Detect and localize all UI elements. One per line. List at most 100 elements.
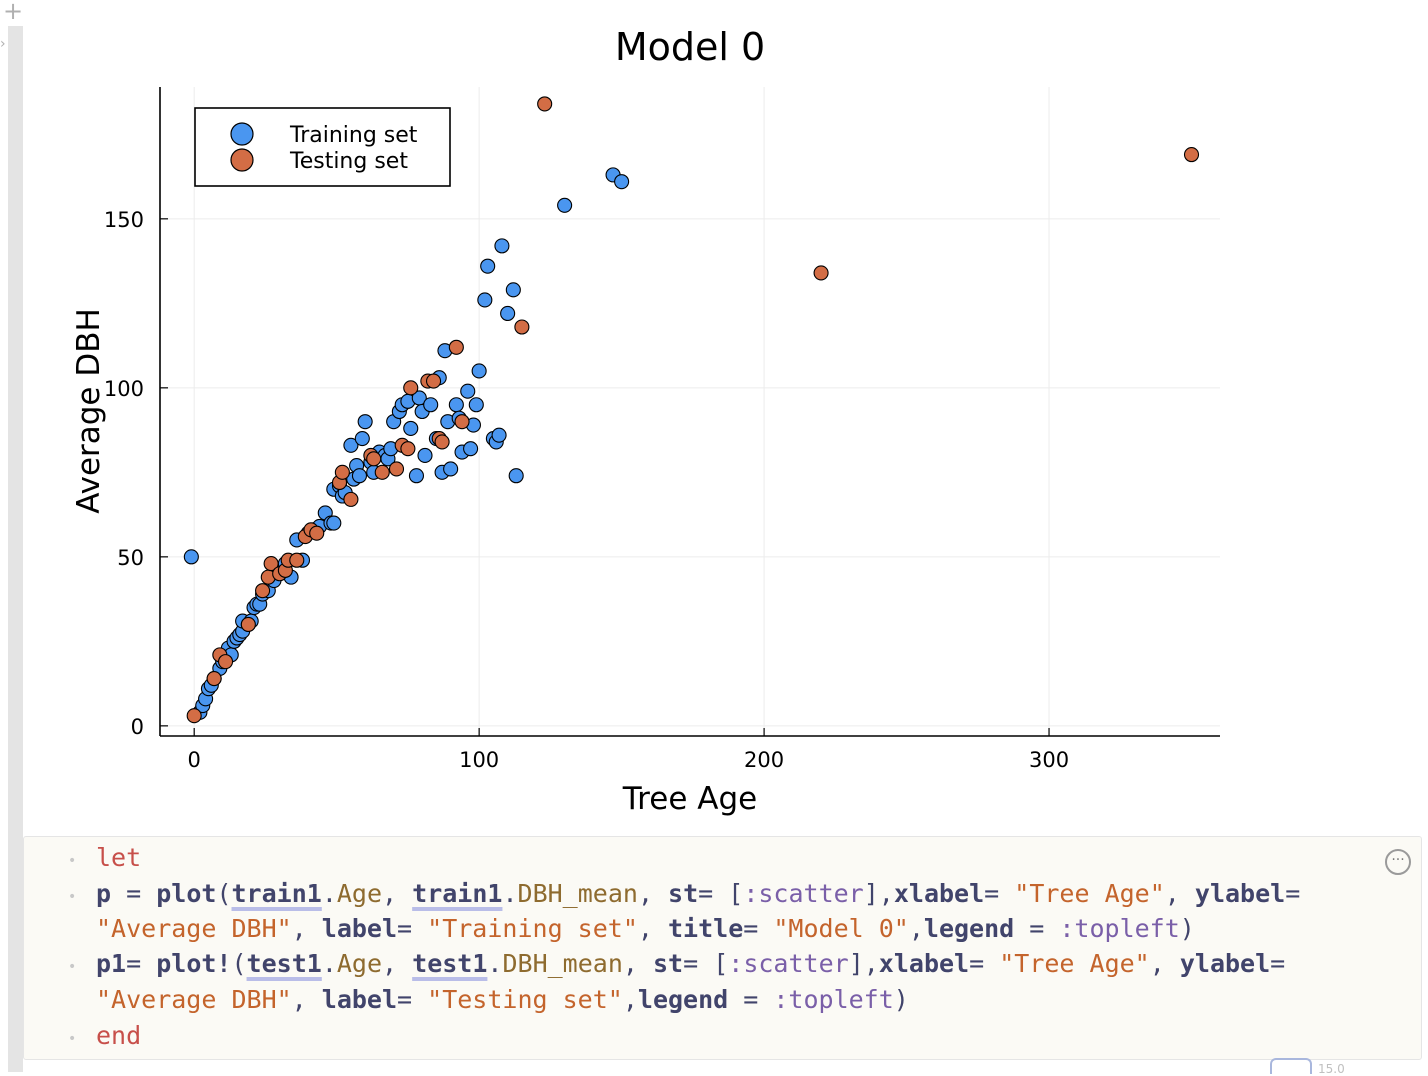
testing-point <box>514 319 530 335</box>
code-token: "Average DBH" <box>96 914 292 943</box>
testing-point <box>813 265 829 281</box>
code-token: train1 <box>412 879 503 908</box>
code-token: = <box>984 879 1015 908</box>
x-tick-label: 200 <box>744 748 784 772</box>
scatter-chart: 0 100 200 300 0 50 100 150 Model 0 Tree Age Averag… <box>71 25 1220 817</box>
testing-point <box>1183 147 1200 163</box>
add-cell-icon[interactable]: + <box>2 0 24 25</box>
code-token: legend <box>923 914 1015 943</box>
code-token: ( <box>216 879 232 908</box>
code-token: , <box>291 985 322 1014</box>
code-token: = <box>728 985 774 1014</box>
code-token: "Testing set" <box>427 985 623 1014</box>
code-token: = <box>1014 914 1060 943</box>
testing-point <box>186 708 202 724</box>
training-point <box>508 468 524 484</box>
code-cell[interactable]: let • p = plot(train1.Age, train1.DBH_mean… <box>23 836 1422 1060</box>
code-token: = <box>111 879 157 908</box>
code-token: . <box>321 879 337 908</box>
training-point <box>343 437 359 453</box>
code-line[interactable]: let <box>96 843 141 872</box>
code-token: . <box>321 949 337 978</box>
testing-point <box>434 434 450 450</box>
training-point <box>351 468 368 484</box>
code-token: ( <box>231 949 247 978</box>
training-point <box>480 258 496 274</box>
code-token: . <box>502 879 518 908</box>
code-token: "Tree Age" <box>999 949 1150 978</box>
code-token: = [ <box>683 949 729 978</box>
testing-point <box>400 441 416 457</box>
code-token: = <box>126 949 157 978</box>
cell-tab[interactable] <box>1270 1058 1312 1074</box>
code-token: plot! <box>156 949 232 978</box>
more-options-icon[interactable]: ··· <box>1385 849 1411 875</box>
testing-point <box>425 373 442 389</box>
testing-point <box>448 339 464 355</box>
line-marker-icon: • <box>68 853 77 869</box>
training-point <box>183 549 199 565</box>
code-token: "Model 0" <box>773 914 909 943</box>
code-token: DBH_mean <box>517 879 638 908</box>
y-tick-label: 0 <box>131 715 144 739</box>
code-token: , <box>622 949 653 978</box>
training-point <box>494 238 510 254</box>
plot-output: 0 100 200 300 0 50 100 150 Model 0 Tree Age Averag… <box>23 0 1428 835</box>
line-marker-icon: • <box>68 889 77 905</box>
code-token: end <box>96 1021 142 1050</box>
code-token: "Training set" <box>427 914 638 943</box>
testing-point <box>309 525 325 541</box>
code-token: , <box>622 985 638 1014</box>
code-token: :topleft <box>773 985 894 1014</box>
code-token: label <box>321 985 398 1014</box>
training-point <box>505 282 521 298</box>
testing-point <box>217 654 234 670</box>
training-point <box>357 414 373 430</box>
code-token: st <box>653 949 684 978</box>
code-line[interactable]: end <box>96 1021 141 1050</box>
cell-gutter <box>8 26 23 1072</box>
code-token: xlabel <box>893 879 985 908</box>
code-token: , <box>382 949 413 978</box>
line-marker-icon: • <box>68 1031 77 1047</box>
training-point <box>477 292 493 308</box>
code-token: p <box>96 879 112 908</box>
code-line[interactable]: "Average DBH", label= "Training set", ti… <box>96 914 1195 943</box>
chevron-right-icon[interactable]: › <box>0 36 6 52</box>
testing-point <box>374 464 390 480</box>
code-token: , <box>1149 949 1180 978</box>
legend-label: Testing set <box>289 149 408 174</box>
training-point <box>460 383 476 399</box>
code-token: ], <box>848 949 879 978</box>
x-tick-label: 0 <box>188 748 201 772</box>
code-line[interactable]: "Average DBH", label= "Testing set",lege… <box>96 985 909 1014</box>
code-token: "Tree Age" <box>1014 879 1165 908</box>
legend-box <box>194 107 451 187</box>
code-token: = <box>1285 879 1301 908</box>
code-token: test1 <box>246 949 322 978</box>
testing-point <box>537 96 553 112</box>
code-token: st <box>668 879 699 908</box>
code-token: , <box>637 879 669 908</box>
code-token: :scatter <box>743 879 864 908</box>
testing-point <box>206 670 222 687</box>
code-token: :scatter <box>728 949 849 978</box>
code-token: ) <box>1179 914 1195 943</box>
code-token: . <box>487 949 503 978</box>
testing-point <box>289 552 305 568</box>
code-token: = <box>743 914 774 943</box>
code-line[interactable]: p = plot(train1.Age, train1.DBH_mean, st… <box>96 879 1300 908</box>
y-tick-label: 50 <box>117 546 144 570</box>
code-token: plot <box>156 879 217 908</box>
code-line[interactable]: p1= plot!(test1.Age, test1.DBH_mean, st=… <box>96 949 1285 978</box>
code-token: = [ <box>698 879 744 908</box>
y-tick-label: 150 <box>104 208 144 232</box>
code-token: "Average DBH" <box>96 985 292 1014</box>
legend-marker <box>230 122 254 146</box>
testing-point <box>255 583 271 599</box>
training-point <box>354 430 370 447</box>
training-point <box>403 420 419 436</box>
code-token: train1 <box>231 879 322 908</box>
training-point <box>557 197 573 213</box>
code-token: Age <box>336 879 383 908</box>
